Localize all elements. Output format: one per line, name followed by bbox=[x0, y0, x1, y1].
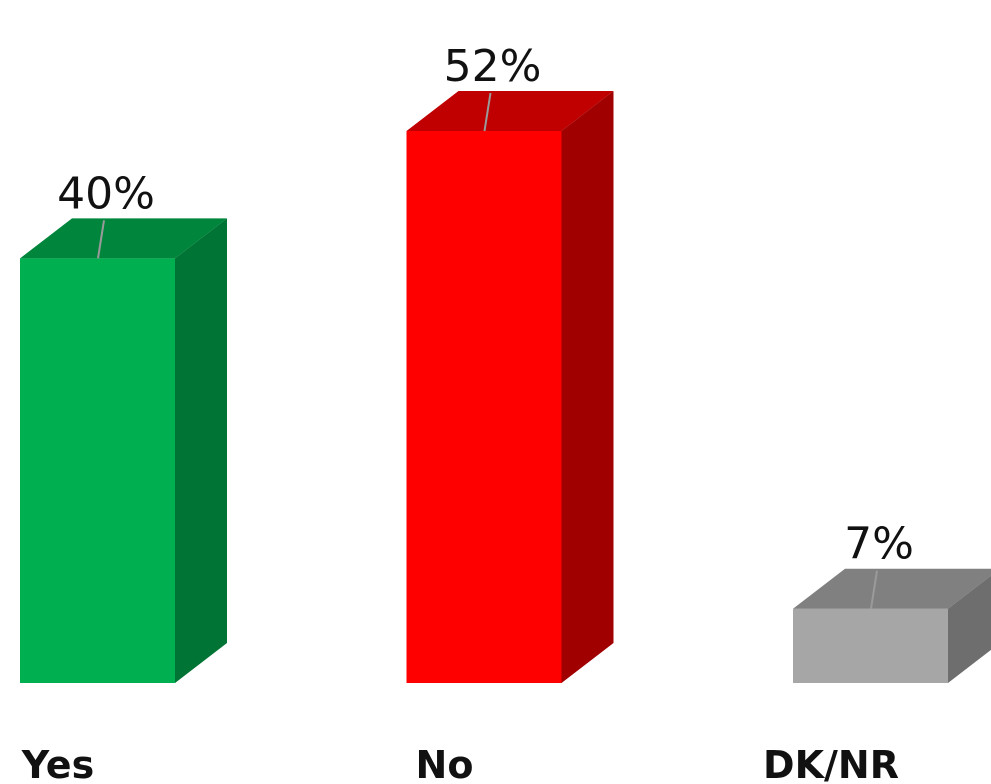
bar-no-top bbox=[406, 91, 614, 131]
bar-yes-side bbox=[175, 218, 227, 683]
category-label-dk-nr: DK/NR bbox=[763, 743, 899, 784]
data-label-dk-nr: 7% bbox=[844, 519, 914, 570]
bar-dk-nr-top bbox=[793, 568, 991, 609]
data-label-yes: 40% bbox=[57, 168, 155, 219]
bar-yes-top bbox=[20, 218, 227, 259]
category-label-yes: Yes bbox=[21, 743, 94, 784]
bar-no-side bbox=[561, 91, 614, 683]
category-labels-layer: Yes No DK/NR bbox=[21, 743, 899, 784]
bar-dk-nr-side bbox=[948, 575, 991, 683]
bar-dk-nr-front bbox=[793, 608, 948, 683]
bar-yes bbox=[20, 218, 227, 683]
data-label-no: 52% bbox=[444, 41, 542, 92]
bar-yes-front bbox=[20, 258, 175, 683]
leader-line-no bbox=[483, 92, 492, 132]
category-label-no: No bbox=[416, 743, 474, 784]
bar-dk-nr bbox=[793, 568, 991, 683]
leader-lines-layer bbox=[97, 92, 878, 609]
bar-no-front bbox=[406, 131, 562, 683]
leader-line-yes bbox=[97, 220, 105, 259]
bars-layer bbox=[20, 91, 991, 683]
bar-no bbox=[406, 91, 614, 683]
leader-line-dk-nr bbox=[870, 570, 878, 609]
data-labels-layer: 40% 52% 7% bbox=[57, 41, 914, 570]
